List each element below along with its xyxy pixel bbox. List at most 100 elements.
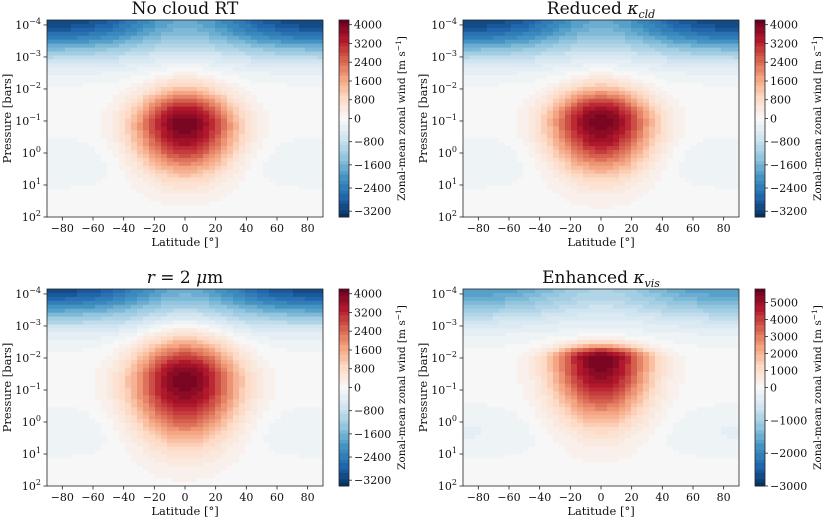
- contour-cell: [619, 161, 626, 167]
- contour-cell: [601, 134, 608, 139]
- contour-cell: [463, 185, 470, 191]
- contour-cell: [721, 173, 728, 179]
- contour-cell: [131, 130, 138, 135]
- contour-cell: [263, 134, 270, 139]
- contour-cell: [529, 118, 536, 124]
- contour-cell: [221, 90, 228, 96]
- contour-cell: [625, 197, 632, 202]
- contour-cell: [275, 55, 282, 60]
- contour-cell: [541, 126, 548, 131]
- contour-cell: [637, 31, 644, 37]
- contour-cell: [275, 90, 282, 96]
- contour-cell: [499, 142, 506, 147]
- contour-cell: [487, 27, 494, 33]
- contour-cell: [311, 153, 318, 159]
- contour-cell: [607, 185, 614, 191]
- contour-cell: [65, 90, 72, 96]
- contour-cell: [185, 142, 192, 147]
- contour-cell: [487, 134, 494, 139]
- contour-cell: [143, 130, 150, 135]
- contour-cell: [113, 150, 120, 155]
- contour-cell: [275, 83, 282, 88]
- contour-cell: [209, 98, 216, 104]
- contour-cell: [275, 114, 282, 120]
- contour-cell: [317, 55, 323, 60]
- contour-cell: [673, 146, 680, 151]
- contour-cell: [631, 173, 638, 179]
- contour-cell: [95, 63, 102, 68]
- contour-cell: [685, 102, 692, 108]
- contour-cell: [215, 39, 222, 45]
- contour-cell: [71, 20, 78, 25]
- contour-cell: [191, 83, 198, 88]
- contour-cell: [257, 79, 264, 84]
- contour-cell: [113, 55, 120, 60]
- contour-cell: [71, 23, 78, 29]
- contour-cell: [493, 79, 500, 84]
- contour-cell: [691, 55, 698, 60]
- contour-cell: [661, 193, 668, 198]
- contour-cell: [101, 118, 108, 124]
- contour-cell: [511, 51, 518, 57]
- contour-cell: [317, 20, 323, 25]
- contour-cell: [529, 201, 536, 206]
- contour-cell: [595, 209, 602, 214]
- contour-cell: [661, 213, 668, 217]
- contour-cell: [727, 71, 734, 76]
- contour-cell: [203, 51, 210, 57]
- contour-cell: [559, 197, 566, 202]
- contour-cell: [191, 138, 198, 143]
- contour-cell: [619, 169, 626, 175]
- contour-cell: [209, 23, 216, 29]
- contour-cell: [481, 193, 488, 198]
- contour-cell: [505, 205, 512, 210]
- contour-cell: [571, 83, 578, 88]
- contour-cell: [523, 31, 530, 37]
- contour-cell: [77, 63, 84, 68]
- contour-cell: [53, 169, 60, 175]
- colorbar: 40003200240016008000−800−1600−2400−3200Z…: [338, 19, 408, 218]
- colorbar-segment: [339, 164, 349, 169]
- contour-cell: [733, 59, 739, 64]
- contour-cell: [535, 43, 542, 49]
- contour-cell: [547, 90, 554, 96]
- contour-cell: [667, 35, 674, 41]
- contour-cell: [113, 177, 120, 183]
- contour-cell: [487, 43, 494, 49]
- contour-cell: [499, 157, 506, 163]
- contour-cell: [59, 289, 66, 294]
- contour-cell: [637, 193, 644, 198]
- contour-cell: [523, 205, 530, 210]
- contour-cell: [625, 173, 632, 179]
- contour-cell: [221, 51, 228, 57]
- contour-cell: [173, 161, 180, 167]
- contour-cell: [95, 71, 102, 76]
- contour-cell: [697, 35, 704, 41]
- contour-cell: [619, 138, 626, 143]
- contour-cell: [263, 165, 270, 171]
- contour-cell: [251, 79, 258, 84]
- contour-cell: [161, 181, 168, 187]
- contour-cell: [499, 122, 506, 127]
- contour-cell: [233, 27, 240, 33]
- contour-cell: [481, 126, 488, 131]
- contour-cell: [625, 51, 632, 57]
- contour-cell: [119, 205, 126, 210]
- contour-cell: [631, 142, 638, 147]
- contour-cell: [715, 98, 722, 104]
- contour-cell: [305, 23, 312, 29]
- contour-cell: [517, 130, 524, 135]
- contour-cell: [287, 289, 294, 294]
- contour-cell: [667, 90, 674, 96]
- contour-cell: [71, 197, 78, 202]
- contour-cell: [311, 213, 318, 217]
- contour-cell: [733, 130, 739, 135]
- contour-cell: [493, 71, 500, 76]
- contour-cell: [167, 90, 174, 96]
- contour-cell: [125, 51, 132, 57]
- contour-cell: [607, 197, 614, 202]
- contour-cell: [511, 122, 518, 127]
- contour-cell: [119, 118, 126, 124]
- contour-cell: [251, 118, 258, 124]
- contour-cell: [589, 201, 596, 206]
